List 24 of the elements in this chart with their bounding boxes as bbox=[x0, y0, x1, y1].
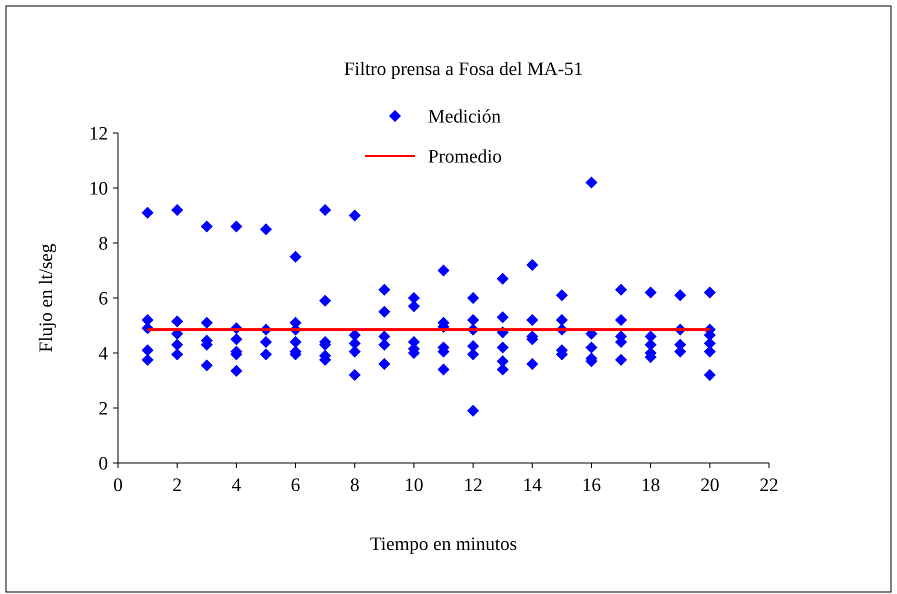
y-tick-label: 2 bbox=[98, 398, 108, 420]
x-tick-label: 6 bbox=[290, 475, 300, 496]
y-axis-title: Flujo en lt/seg bbox=[36, 243, 57, 352]
legend-label: Medición bbox=[428, 106, 502, 128]
y-tick-label: 12 bbox=[89, 124, 108, 145]
legend-label: Promedio bbox=[428, 146, 502, 168]
x-tick-label: 0 bbox=[113, 475, 123, 496]
x-tick-label: 14 bbox=[522, 475, 542, 496]
y-tick-label: 10 bbox=[89, 178, 108, 200]
y-tick-label: 4 bbox=[98, 344, 108, 365]
y-tick-label: 8 bbox=[98, 234, 108, 255]
chart-title: Filtro prensa a Fosa del MA-51 bbox=[344, 59, 584, 80]
x-tick-label: 12 bbox=[464, 475, 483, 496]
y-tick-label: 6 bbox=[98, 288, 108, 310]
x-tick-label: 8 bbox=[350, 475, 360, 496]
x-tick-label: 2 bbox=[172, 475, 182, 496]
x-tick-label: 18 bbox=[641, 475, 660, 496]
y-tick-label: 0 bbox=[98, 454, 108, 475]
x-tick-label: 10 bbox=[404, 475, 424, 496]
x-tick-label: 20 bbox=[700, 475, 720, 496]
x-tick-label: 4 bbox=[232, 475, 242, 496]
x-tick-label: 22 bbox=[760, 475, 778, 496]
x-axis-title: Tiempo en minutos bbox=[370, 534, 518, 555]
x-tick-label: 16 bbox=[582, 475, 601, 496]
